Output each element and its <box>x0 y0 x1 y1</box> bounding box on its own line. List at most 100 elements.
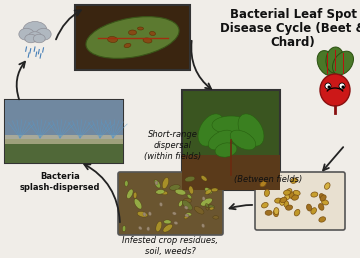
Ellipse shape <box>273 210 278 217</box>
Text: Short-range
dispersal
(within fields): Short-range dispersal (within fields) <box>144 130 202 161</box>
Ellipse shape <box>285 193 290 200</box>
Ellipse shape <box>184 206 188 209</box>
Ellipse shape <box>202 224 205 228</box>
Text: Bacteria
splash-dispersed: Bacteria splash-dispersed <box>20 172 100 192</box>
Ellipse shape <box>205 189 212 195</box>
Ellipse shape <box>23 21 47 38</box>
Ellipse shape <box>129 30 136 35</box>
Ellipse shape <box>148 212 152 216</box>
Ellipse shape <box>339 83 345 89</box>
Ellipse shape <box>319 217 325 222</box>
Ellipse shape <box>260 181 266 187</box>
Bar <box>5 100 123 139</box>
Ellipse shape <box>154 180 161 188</box>
Ellipse shape <box>213 216 219 219</box>
Ellipse shape <box>321 200 328 205</box>
Ellipse shape <box>122 225 126 232</box>
Ellipse shape <box>143 38 152 43</box>
Ellipse shape <box>156 221 162 232</box>
Text: Bacterial Leaf Spot: Bacterial Leaf Spot <box>230 8 356 21</box>
Ellipse shape <box>185 176 195 182</box>
Bar <box>182 90 280 190</box>
FancyBboxPatch shape <box>118 172 223 235</box>
Ellipse shape <box>230 130 256 150</box>
Ellipse shape <box>172 212 176 215</box>
Ellipse shape <box>320 74 350 106</box>
Ellipse shape <box>179 201 183 207</box>
Ellipse shape <box>319 194 325 200</box>
Ellipse shape <box>206 207 208 210</box>
Ellipse shape <box>328 85 330 88</box>
Ellipse shape <box>184 215 189 219</box>
FancyBboxPatch shape <box>255 172 345 230</box>
Ellipse shape <box>147 227 150 231</box>
Ellipse shape <box>275 198 282 203</box>
Ellipse shape <box>208 130 234 150</box>
Ellipse shape <box>108 36 117 43</box>
Ellipse shape <box>326 47 344 73</box>
Ellipse shape <box>187 194 192 199</box>
Ellipse shape <box>134 199 142 209</box>
Ellipse shape <box>210 207 214 210</box>
Ellipse shape <box>284 200 289 207</box>
Bar <box>5 139 123 163</box>
Ellipse shape <box>86 17 179 58</box>
Ellipse shape <box>286 189 292 195</box>
Ellipse shape <box>292 195 298 200</box>
Bar <box>5 135 123 144</box>
Ellipse shape <box>209 205 215 209</box>
Ellipse shape <box>143 212 146 216</box>
Ellipse shape <box>280 197 287 203</box>
Ellipse shape <box>174 221 178 224</box>
Ellipse shape <box>33 34 45 43</box>
Text: Infested crop residues,
soil, weeds?: Infested crop residues, soil, weeds? <box>122 236 218 256</box>
Ellipse shape <box>311 192 318 197</box>
Ellipse shape <box>25 34 37 43</box>
Ellipse shape <box>319 204 324 210</box>
Ellipse shape <box>289 191 294 198</box>
Ellipse shape <box>155 181 158 185</box>
Ellipse shape <box>238 114 264 146</box>
Text: (Between fields): (Between fields) <box>234 175 302 184</box>
Ellipse shape <box>294 209 300 216</box>
Ellipse shape <box>184 198 192 203</box>
Ellipse shape <box>274 208 279 215</box>
Ellipse shape <box>320 195 326 201</box>
Ellipse shape <box>265 210 272 215</box>
Ellipse shape <box>19 28 34 40</box>
Ellipse shape <box>163 224 172 232</box>
Ellipse shape <box>186 213 192 216</box>
Ellipse shape <box>333 51 354 75</box>
Ellipse shape <box>182 200 193 210</box>
Ellipse shape <box>264 189 270 196</box>
Ellipse shape <box>138 27 144 30</box>
Ellipse shape <box>317 51 337 75</box>
Ellipse shape <box>324 183 330 189</box>
Ellipse shape <box>28 32 42 42</box>
Bar <box>75 5 190 70</box>
Ellipse shape <box>311 208 316 214</box>
Ellipse shape <box>261 203 268 208</box>
Text: Disease Cycle (Beet &: Disease Cycle (Beet & <box>220 22 360 35</box>
Ellipse shape <box>291 178 297 183</box>
Ellipse shape <box>206 204 208 207</box>
Ellipse shape <box>159 203 162 206</box>
Ellipse shape <box>137 211 148 217</box>
Ellipse shape <box>161 191 168 195</box>
Ellipse shape <box>189 186 193 194</box>
Ellipse shape <box>139 226 142 230</box>
Ellipse shape <box>134 192 137 198</box>
Ellipse shape <box>306 204 312 211</box>
Ellipse shape <box>212 116 250 134</box>
Bar <box>5 100 123 163</box>
Ellipse shape <box>162 178 169 189</box>
Ellipse shape <box>149 31 156 36</box>
Ellipse shape <box>293 190 300 196</box>
Ellipse shape <box>125 180 128 187</box>
Ellipse shape <box>124 43 131 48</box>
Ellipse shape <box>205 188 212 194</box>
Ellipse shape <box>156 190 165 194</box>
Ellipse shape <box>284 190 291 195</box>
Ellipse shape <box>286 205 293 210</box>
Text: Chard): Chard) <box>271 36 315 49</box>
